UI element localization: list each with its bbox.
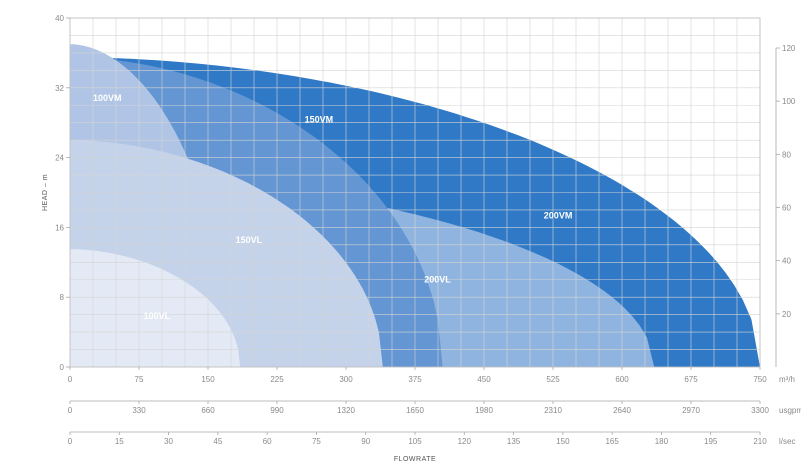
curve-label-200vl: 200VL xyxy=(424,274,451,284)
right-y-tick-label: 120 xyxy=(782,44,796,53)
x-tick-label: 2640 xyxy=(613,406,631,415)
x-tick-label: 1320 xyxy=(337,406,355,415)
x-tick-label: 60 xyxy=(263,437,272,446)
y-axis-title: HEAD – m xyxy=(42,174,49,211)
x-tick-label: 15 xyxy=(115,437,124,446)
x-tick-label: 675 xyxy=(684,375,698,384)
x-tick-label: 165 xyxy=(605,437,619,446)
x-tick-label: 135 xyxy=(507,437,521,446)
right-y-tick-label: 60 xyxy=(782,204,791,213)
x-tick-label: 45 xyxy=(213,437,222,446)
x-tick-label: 300 xyxy=(339,375,353,384)
x-tick-label: 150 xyxy=(201,375,215,384)
x-tick-label: 210 xyxy=(753,437,767,446)
x-tick-label: 2310 xyxy=(544,406,562,415)
right-y-tick-label: 40 xyxy=(782,257,791,266)
curve-areas xyxy=(70,44,760,368)
y-tick-label: 8 xyxy=(60,293,65,302)
y-tick-label: 0 xyxy=(60,363,65,372)
x-tick-label: 990 xyxy=(270,406,284,415)
x-tick-label: 750 xyxy=(753,375,767,384)
y-tick-label: 16 xyxy=(55,223,64,232)
x-tick-label: 75 xyxy=(312,437,321,446)
right-y-tick-label: 80 xyxy=(782,150,791,159)
x-tick-label: 660 xyxy=(201,406,215,415)
curve-label-100vm: 100VM xyxy=(93,93,122,103)
x-tick-label: 0 xyxy=(68,406,73,415)
x-axis-unit: l/sec xyxy=(779,437,795,446)
curve-label-150vm: 150VM xyxy=(305,115,334,125)
right-y-tick-label: 100 xyxy=(782,97,796,106)
x-axis-unit: m³/h xyxy=(779,375,795,384)
curve-labels: 200VM 200VL 150VM 100VM 150VL 100VL xyxy=(93,93,572,321)
curve-label-150vl: 150VL xyxy=(236,235,263,245)
x-tick-label: 225 xyxy=(270,375,284,384)
x-axis-unit: usgpm xyxy=(779,406,801,415)
x-tick-label: 90 xyxy=(361,437,370,446)
y-tick-label: 40 xyxy=(55,14,64,23)
x-tick-label: 150 xyxy=(556,437,570,446)
x-tick-label: 195 xyxy=(704,437,718,446)
x-tick-label: 120 xyxy=(458,437,472,446)
x-tick-label: 75 xyxy=(135,375,144,384)
x-tick-label: 0 xyxy=(68,437,73,446)
y-tick-label: 32 xyxy=(55,84,64,93)
x-tick-label: 525 xyxy=(546,375,560,384)
curve-label-200vm: 200VM xyxy=(544,211,573,221)
right-y-tick-label: 20 xyxy=(782,310,791,319)
grid-lines xyxy=(69,17,761,368)
x-tick-label: 180 xyxy=(655,437,669,446)
area-100vl xyxy=(70,249,241,367)
x-tick-label: 600 xyxy=(615,375,629,384)
x-tick-label: 375 xyxy=(408,375,422,384)
x-tick-label: 1650 xyxy=(406,406,424,415)
x-tick-label: 2970 xyxy=(682,406,700,415)
x-axis-title: FLOWRATE xyxy=(394,456,436,463)
x-tick-label: 1980 xyxy=(475,406,493,415)
y-tick-label: 24 xyxy=(55,154,64,163)
x-tick-label: 105 xyxy=(408,437,422,446)
x-tick-label: 330 xyxy=(132,406,146,415)
x-tick-label: 3300 xyxy=(751,406,769,415)
x-tick-label: 0 xyxy=(68,375,73,384)
x-tick-label: 30 xyxy=(164,437,173,446)
curve-label-100vl: 100VL xyxy=(144,311,171,321)
x-tick-label: 450 xyxy=(477,375,491,384)
